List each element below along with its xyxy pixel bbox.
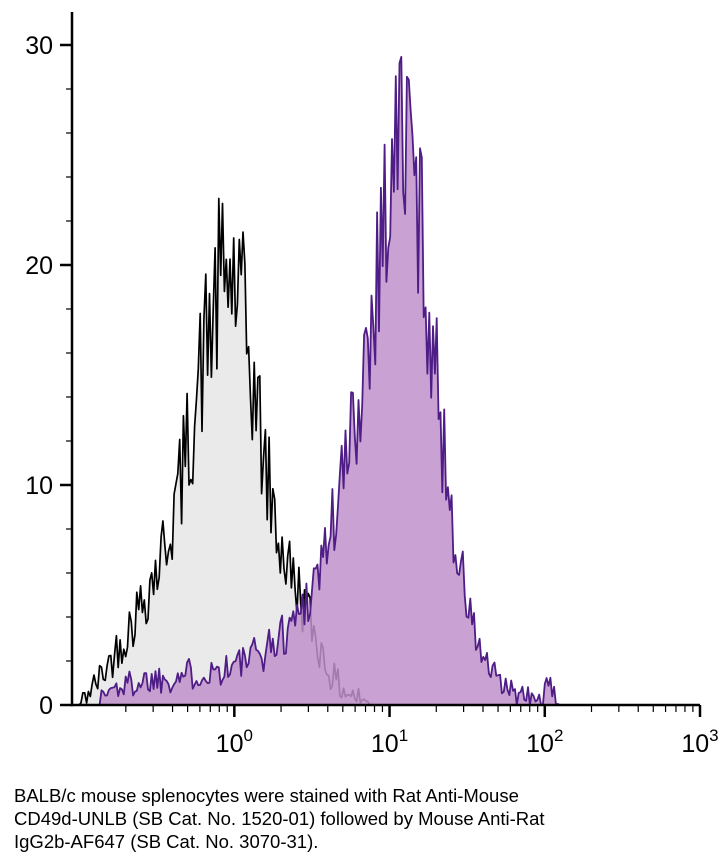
x-tick-label-10e0: 100 [216, 726, 253, 758]
x-tick-label-10e1: 101 [371, 726, 408, 758]
cd49d-stained-purple-filled-histogram-outline [97, 56, 561, 706]
histogram-chart: 0 10 20 30 100 101 102 103 [25, 12, 719, 758]
caption-line-1: BALB/c mouse splenocytes were stained wi… [14, 785, 519, 806]
y-tick-label-10: 10 [25, 472, 53, 500]
caption-line-2: CD49d-UNLB (SB Cat. No. 1520-01) followe… [14, 808, 545, 829]
caption-line-3: IgG2b-AF647 (SB Cat. No. 3070-31). [14, 831, 319, 852]
control-black-open-histogram-fill [79, 198, 374, 705]
y-tick-label-30: 30 [25, 32, 53, 60]
x-tick-label-10e2: 102 [526, 726, 563, 758]
x-tick-label-10e3: 103 [681, 726, 718, 758]
cd49d-stained-purple-filled-histogram-fill [97, 56, 561, 705]
y-tick-label-20: 20 [25, 252, 53, 280]
figure-caption: BALB/c mouse splenocytes were stained wi… [0, 772, 728, 853]
y-tick-label-0: 0 [39, 692, 53, 720]
